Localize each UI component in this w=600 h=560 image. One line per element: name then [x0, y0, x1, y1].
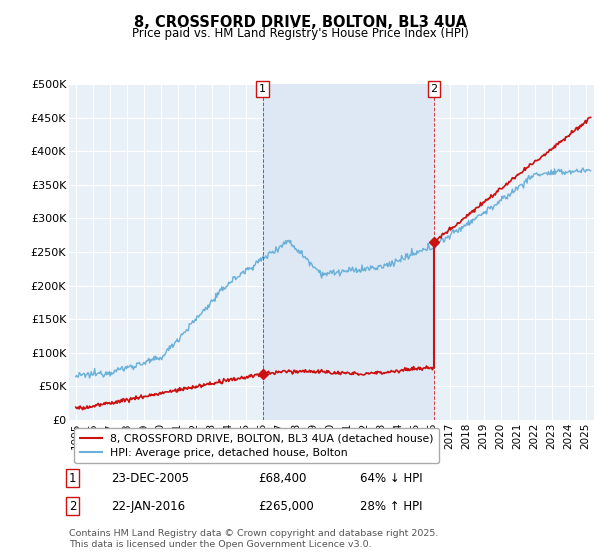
Text: Contains HM Land Registry data © Crown copyright and database right 2025.
This d: Contains HM Land Registry data © Crown c…: [69, 529, 439, 549]
Text: Price paid vs. HM Land Registry's House Price Index (HPI): Price paid vs. HM Land Registry's House …: [131, 27, 469, 40]
Text: 23-DEC-2005: 23-DEC-2005: [111, 472, 189, 484]
Text: 8, CROSSFORD DRIVE, BOLTON, BL3 4UA: 8, CROSSFORD DRIVE, BOLTON, BL3 4UA: [133, 15, 467, 30]
Text: 22-JAN-2016: 22-JAN-2016: [111, 500, 185, 512]
Text: 28% ↑ HPI: 28% ↑ HPI: [360, 500, 422, 512]
Text: 64% ↓ HPI: 64% ↓ HPI: [360, 472, 422, 484]
Text: £265,000: £265,000: [258, 500, 314, 512]
Text: £68,400: £68,400: [258, 472, 307, 484]
Text: 1: 1: [69, 472, 77, 484]
Text: 2: 2: [430, 84, 437, 94]
Bar: [263, 84, 434, 420]
Text: 2: 2: [69, 500, 77, 512]
Legend: 8, CROSSFORD DRIVE, BOLTON, BL3 4UA (detached house), HPI: Average price, detach: 8, CROSSFORD DRIVE, BOLTON, BL3 4UA (det…: [74, 428, 439, 463]
Text: 1: 1: [259, 84, 266, 94]
